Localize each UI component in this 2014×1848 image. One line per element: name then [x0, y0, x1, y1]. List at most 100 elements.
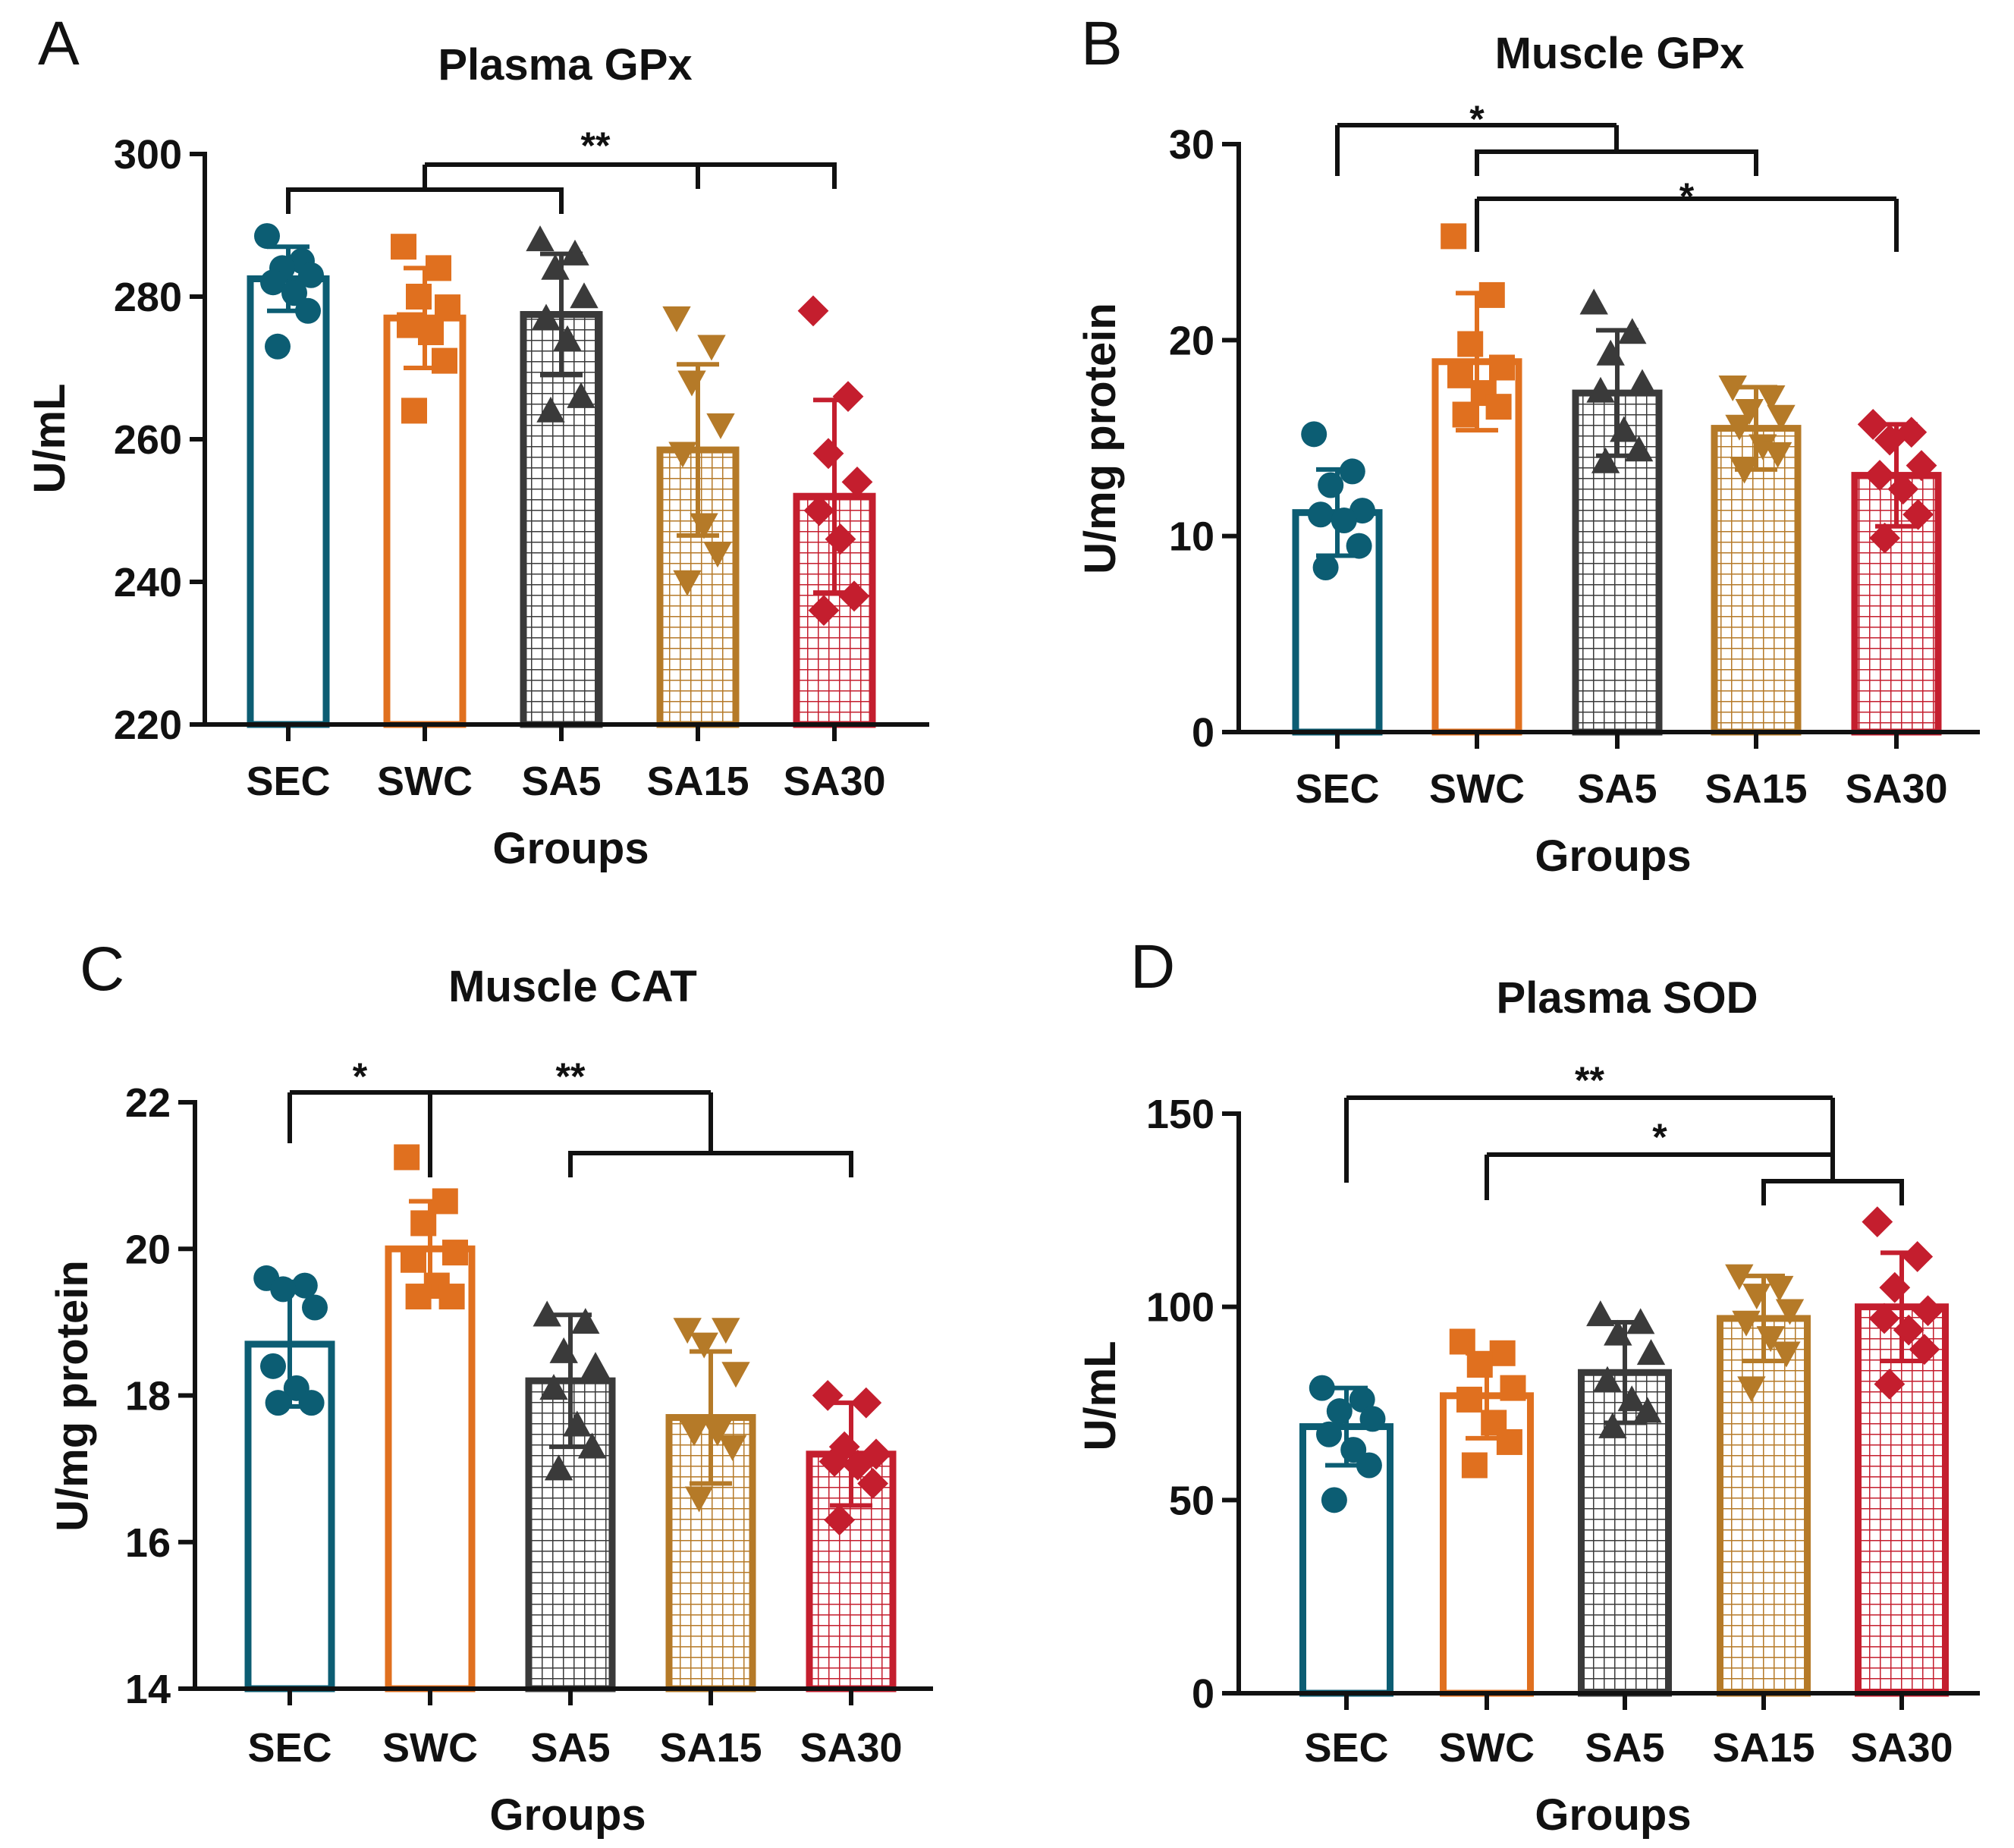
data-point-sec — [1318, 472, 1344, 498]
data-point-sa5 — [536, 396, 565, 423]
data-point-sa15 — [1732, 1310, 1761, 1337]
x-tick-label-swc: SWC — [377, 759, 473, 804]
data-point-swc — [1447, 362, 1473, 388]
y-tick-label: 0 — [1192, 710, 1214, 756]
y-tick-label: 18 — [125, 1374, 171, 1419]
x-tick-label-sec: SEC — [246, 759, 330, 804]
data-point-swc — [410, 1210, 437, 1237]
y-tick-label: 16 — [125, 1520, 171, 1566]
y-tick-label: 260 — [114, 417, 182, 463]
data-point-sa5 — [1628, 369, 1657, 395]
y-axis-label: U/mL — [1076, 1341, 1125, 1451]
data-point-sa30 — [1874, 1369, 1906, 1400]
x-tick-label-sa15: SA15 — [1705, 766, 1807, 812]
data-point-sec — [265, 1390, 291, 1416]
data-point-sa5 — [563, 1410, 592, 1437]
y-tick-label: 22 — [125, 1080, 171, 1126]
data-point-sec — [1359, 1406, 1386, 1432]
data-point-sa5 — [1617, 1385, 1646, 1412]
data-point-sa15 — [697, 335, 726, 361]
data-point-sa30 — [850, 1387, 882, 1419]
y-tick-label: 20 — [125, 1227, 171, 1272]
data-point-sa5 — [571, 1308, 600, 1334]
data-point-sec — [298, 262, 324, 288]
data-point-sa5 — [1579, 288, 1608, 315]
data-point-sa5 — [1610, 416, 1639, 442]
data-point-sa30 — [1902, 498, 1934, 530]
data-point-sa30 — [1868, 1303, 1900, 1334]
data-point-sa30 — [838, 580, 870, 612]
data-point-sa15 — [712, 1318, 740, 1344]
data-point-swc — [1496, 1428, 1522, 1455]
significance-label: ** — [1575, 1059, 1604, 1102]
x-tick-label-sa5: SA5 — [521, 759, 601, 804]
data-point-sa5 — [1596, 339, 1625, 366]
data-point-sa15 — [677, 370, 706, 397]
data-point-sa30 — [812, 438, 844, 470]
bar-sa5 — [1578, 1369, 1672, 1697]
data-point-sa15 — [1772, 1341, 1801, 1368]
data-point-sa5 — [1624, 435, 1654, 462]
y-tick-label: 240 — [114, 560, 182, 605]
data-point-sa30 — [1874, 424, 1906, 456]
data-point-sa30 — [825, 523, 856, 555]
data-point-sa15 — [1730, 457, 1759, 484]
data-point-sa5 — [549, 1337, 578, 1363]
data-point-sa5 — [526, 225, 555, 252]
data-point-sa30 — [1862, 1206, 1893, 1238]
data-point-sa15 — [1742, 1284, 1771, 1310]
data-point-swc — [1489, 354, 1515, 381]
error-bar-sa15 — [690, 1349, 732, 1486]
data-point-sa30 — [828, 1431, 860, 1463]
data-point-sec — [270, 1276, 297, 1303]
data-point-sa5 — [541, 253, 570, 280]
data-point-swc — [435, 294, 460, 321]
data-point-sec — [281, 280, 307, 306]
data-point-sec — [1340, 1437, 1367, 1463]
data-point-sa30 — [1902, 1241, 1934, 1272]
significance-bracket — [428, 1090, 853, 1177]
data-point-sa30 — [1912, 1295, 1943, 1327]
y-tick-label: 220 — [114, 702, 182, 748]
data-point-sa15 — [673, 570, 702, 596]
data-point-sa15 — [706, 413, 735, 439]
data-point-swc — [401, 1246, 426, 1273]
data-point-sec — [260, 269, 286, 296]
data-point-sa30 — [812, 1380, 844, 1411]
chart-title: Plasma SOD — [1497, 973, 1758, 1023]
data-point-sa15 — [718, 1435, 747, 1461]
panel-letter: D — [1130, 932, 1175, 1001]
data-point-sa15 — [1718, 376, 1747, 402]
significance-label: * — [353, 1055, 368, 1098]
chart-title: Muscle GPx — [1495, 29, 1745, 78]
data-point-sec — [1309, 1375, 1335, 1401]
data-point-sa15 — [662, 306, 691, 332]
data-point-sa5 — [1593, 1366, 1622, 1392]
data-point-sa30 — [1879, 1271, 1911, 1303]
data-point-swc — [432, 1188, 458, 1215]
data-point-sec — [1349, 1386, 1375, 1413]
x-tick-label-sa30: SA30 — [800, 1725, 902, 1771]
significance-label: * — [1469, 98, 1485, 140]
data-point-sec — [254, 223, 280, 250]
data-point-sa5 — [553, 325, 582, 351]
data-point-sa30 — [824, 1504, 855, 1536]
x-tick-label-sec: SEC — [1304, 1725, 1388, 1771]
data-point-sa30 — [1887, 473, 1919, 505]
data-point-sa5 — [1633, 1397, 1662, 1423]
data-point-swc — [426, 255, 451, 281]
data-point-sa15 — [1763, 442, 1792, 468]
data-point-sa30 — [1893, 1314, 1924, 1346]
data-point-swc — [1441, 223, 1467, 250]
data-point-sa5 — [1626, 1308, 1655, 1334]
data-point-sec — [265, 333, 291, 360]
bar-sa30 — [1855, 1303, 1949, 1697]
data-point-sa15 — [1757, 385, 1786, 411]
data-point-sa5 — [567, 382, 595, 408]
data-point-swc — [1456, 1386, 1482, 1413]
bar-swc — [383, 314, 467, 728]
y-tick-label: 50 — [1169, 1478, 1214, 1523]
data-point-sec — [1356, 1452, 1382, 1479]
significance-bracket — [287, 1090, 432, 1143]
